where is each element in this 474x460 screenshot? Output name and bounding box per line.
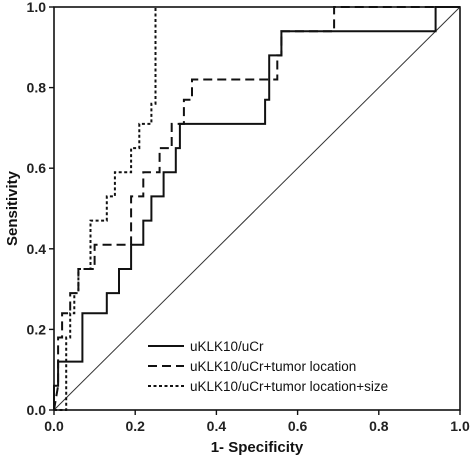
series-line-3 bbox=[54, 7, 157, 411]
reference-line-layer bbox=[53, 6, 461, 411]
x-axis-label: 1- Specificity bbox=[211, 439, 304, 456]
x-tick-label: 0.2 bbox=[125, 418, 145, 434]
x-tick-label: 0.4 bbox=[207, 418, 227, 434]
legend: uKLK10/uCr uKLK10/uCr+tumor location uKLK1… bbox=[148, 339, 388, 394]
series-layer bbox=[53, 6, 460, 411]
y-axis-label: Sensitivity bbox=[4, 170, 21, 246]
y-tick-label: 1.0 bbox=[27, 0, 47, 15]
y-tick-label: 0.8 bbox=[27, 80, 47, 96]
y-tick-label: 0.4 bbox=[27, 241, 47, 257]
series-line-2 bbox=[53, 6, 460, 411]
y-tick-label: 0.0 bbox=[27, 402, 47, 418]
legend-entry-1: uKLK10/uCr bbox=[190, 339, 264, 354]
y-tick-label: 0.6 bbox=[27, 160, 47, 176]
legend-entry-3: uKLK10/uCr+tumor location+size bbox=[190, 379, 388, 394]
x-tick-label: 0.0 bbox=[44, 418, 64, 434]
x-tick-label: 1.0 bbox=[450, 418, 470, 434]
plot-frame bbox=[53, 6, 461, 411]
x-tick-label: 0.8 bbox=[369, 418, 389, 434]
series-line-1 bbox=[53, 6, 460, 410]
x-tick-label: 0.6 bbox=[288, 418, 308, 434]
reference-diagonal-line bbox=[53, 6, 461, 411]
legend-entry-2: uKLK10/uCr+tumor location bbox=[190, 359, 356, 374]
y-tick-label: 0.2 bbox=[27, 321, 47, 337]
axes-layer: 0.0 0.2 0.4 0.6 0.8 1.0 0.0 0.2 0.4 0.6 0.8 1.0 bbox=[27, 0, 470, 434]
